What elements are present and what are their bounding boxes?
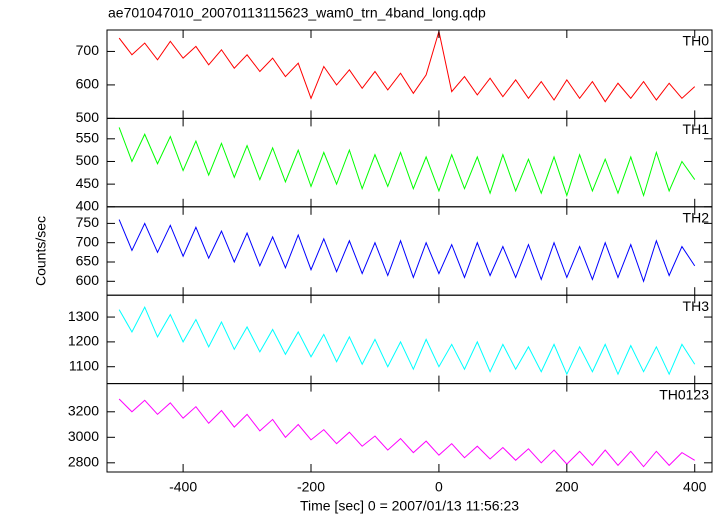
legend-label: TH2 — [683, 210, 710, 226]
x-tick-label: 0 — [435, 479, 443, 495]
x-tick-label: -200 — [297, 479, 325, 495]
y-tick-label: 1100 — [69, 357, 99, 373]
data-line — [118, 219, 696, 283]
data-line — [118, 305, 696, 376]
legend-label: TH0 — [683, 33, 710, 49]
y-tick-label: 1200 — [68, 333, 99, 349]
y-tick-label: 2800 — [68, 454, 99, 470]
panel-frame — [106, 383, 713, 473]
x-axis-label: Time [sec] 0 = 2007/01/13 11:56:23 — [300, 498, 519, 514]
legend-label: TH3 — [683, 298, 710, 314]
y-tick-label: 700 — [76, 42, 100, 58]
y-tick-label: 1300 — [68, 308, 99, 324]
y-tick-label: 3000 — [68, 428, 99, 444]
y-tick-label: 700 — [76, 233, 100, 249]
x-tick-label: 400 — [683, 479, 707, 495]
y-tick-label: 550 — [76, 130, 100, 146]
data-line — [118, 398, 695, 468]
y-tick-label: 750 — [76, 214, 100, 230]
x-tick-label: -400 — [169, 479, 197, 495]
y-tick-label: 600 — [76, 272, 100, 288]
y-tick-label: 3200 — [68, 402, 99, 418]
data-line — [118, 31, 696, 103]
y-tick-label: 400 — [76, 198, 100, 214]
x-tick-label: 200 — [555, 479, 579, 495]
panel-frame — [106, 206, 713, 296]
y-tick-label: 450 — [76, 175, 100, 191]
legend-label: TH0123 — [659, 386, 709, 402]
panel-frame — [106, 117, 713, 208]
y-tick-label: 600 — [76, 76, 100, 92]
y-axis-label: Counts/sec — [33, 216, 49, 286]
panel-frame — [106, 29, 713, 119]
legend-label: TH1 — [683, 121, 710, 137]
y-tick-label: 500 — [76, 152, 100, 168]
y-tick-label: 650 — [76, 253, 100, 269]
panel-frame — [106, 294, 713, 385]
chart-title: ae701047010_20070113115623_wam0_trn_4ban… — [108, 5, 486, 21]
y-tick-label: 500 — [76, 109, 100, 125]
data-line — [118, 127, 696, 198]
